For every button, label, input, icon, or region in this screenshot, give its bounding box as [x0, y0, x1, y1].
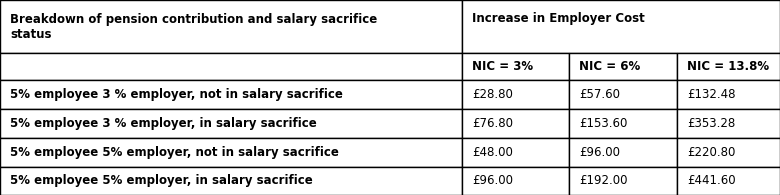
Text: £153.60: £153.60 — [580, 117, 628, 130]
Text: £57.60: £57.60 — [580, 88, 620, 101]
Bar — [569, 167, 677, 195]
Text: £28.80: £28.80 — [472, 88, 512, 101]
Bar — [569, 53, 677, 80]
Text: NIC = 6%: NIC = 6% — [580, 60, 640, 73]
Bar — [677, 53, 780, 80]
Text: NIC = 13.8%: NIC = 13.8% — [687, 60, 769, 73]
Text: 5% employee 3 % employer, not in salary sacrifice: 5% employee 3 % employer, not in salary … — [10, 88, 343, 101]
Text: NIC = 3%: NIC = 3% — [472, 60, 533, 73]
Bar — [677, 167, 780, 195]
Bar — [462, 138, 569, 167]
Bar — [462, 53, 569, 80]
Bar — [677, 80, 780, 109]
Bar — [569, 109, 677, 138]
Bar — [0, 80, 462, 109]
Text: 5% employee 5% employer, in salary sacrifice: 5% employee 5% employer, in salary sacri… — [10, 175, 313, 187]
Bar — [462, 0, 780, 53]
Bar — [569, 80, 677, 109]
Bar — [462, 80, 569, 109]
Text: £96.00: £96.00 — [472, 175, 512, 187]
Bar — [0, 138, 462, 167]
Text: £192.00: £192.00 — [580, 175, 628, 187]
Text: £220.80: £220.80 — [687, 146, 736, 159]
Bar — [0, 109, 462, 138]
Bar — [569, 138, 677, 167]
Text: 5% employee 3 % employer, in salary sacrifice: 5% employee 3 % employer, in salary sacr… — [10, 117, 317, 130]
Text: £76.80: £76.80 — [472, 117, 512, 130]
Bar — [677, 109, 780, 138]
Text: £132.48: £132.48 — [687, 88, 736, 101]
Text: £48.00: £48.00 — [472, 146, 512, 159]
Bar — [462, 109, 569, 138]
Bar — [462, 167, 569, 195]
Bar — [0, 167, 462, 195]
Bar — [0, 53, 462, 80]
Text: 5% employee 5% employer, not in salary sacrifice: 5% employee 5% employer, not in salary s… — [10, 146, 339, 159]
Bar — [677, 138, 780, 167]
Text: Breakdown of pension contribution and salary sacrifice
status: Breakdown of pension contribution and sa… — [10, 12, 378, 41]
Text: £353.28: £353.28 — [687, 117, 736, 130]
Bar — [0, 0, 462, 53]
Text: £96.00: £96.00 — [580, 146, 620, 159]
Text: Increase in Employer Cost: Increase in Employer Cost — [472, 12, 644, 25]
Text: £441.60: £441.60 — [687, 175, 736, 187]
